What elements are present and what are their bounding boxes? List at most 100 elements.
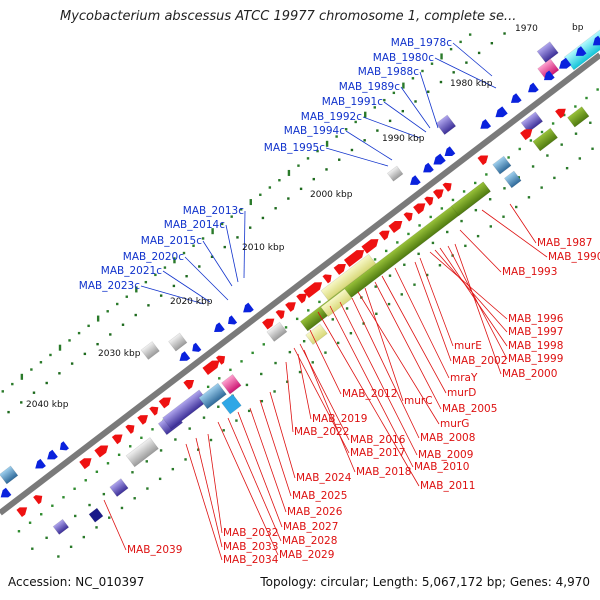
reverse-gene-arrow xyxy=(0,487,12,498)
forward-gene-arrow xyxy=(520,129,533,141)
forward-gene-arrow xyxy=(303,282,323,298)
track-dot xyxy=(591,147,594,150)
track-dot xyxy=(578,157,582,160)
track-dot xyxy=(88,503,91,507)
forward-gene-arrow xyxy=(183,379,195,390)
label-leader xyxy=(325,147,389,167)
track-dot xyxy=(331,318,334,321)
purple-band xyxy=(536,41,559,63)
top-bp-number: 1970 xyxy=(515,24,538,34)
track-dot xyxy=(485,173,488,176)
label-leader xyxy=(357,291,440,425)
track-dot xyxy=(324,351,327,354)
forward-gene-arrow xyxy=(79,458,92,470)
track-dot xyxy=(388,119,392,123)
track-dot xyxy=(560,143,563,146)
track-dot xyxy=(362,322,365,325)
gc-skew-band xyxy=(567,106,590,128)
track-dot xyxy=(274,207,277,210)
track-dot xyxy=(430,62,434,65)
label-leader xyxy=(184,256,229,301)
forward-gene-arrow xyxy=(215,355,226,365)
track-dot xyxy=(459,40,462,44)
track-dot xyxy=(248,226,252,229)
track-dot xyxy=(429,215,432,219)
gene-label-forward: MAB_2002 xyxy=(452,355,507,367)
track-dot xyxy=(68,339,71,342)
label-leader xyxy=(454,243,502,375)
reverse-gene-arrow xyxy=(410,175,421,185)
track-dot xyxy=(438,264,442,267)
label-leader xyxy=(509,203,537,244)
gene-label-reverse: MAB_2015c xyxy=(141,235,202,247)
track-dot xyxy=(431,241,435,245)
gene-label-reverse: MAB_1994c xyxy=(284,125,345,137)
genome-info: Topology: circular; Length: 5,067,172 bp… xyxy=(260,575,590,589)
label-leader xyxy=(419,71,439,129)
kbp-tick-label: 2000 kbp xyxy=(310,190,353,200)
track-dot xyxy=(311,361,314,364)
reverse-gene-arrow xyxy=(243,302,254,313)
reverse-gene-arrow xyxy=(179,351,191,361)
darkblue-band xyxy=(88,507,104,523)
gene-label-reverse: MAB_2020c xyxy=(123,251,184,263)
track-dot xyxy=(388,274,392,277)
track-dot xyxy=(11,382,14,386)
track-dot xyxy=(574,105,577,108)
gc-content-band xyxy=(305,323,328,345)
track-dot xyxy=(154,273,157,277)
pink-band xyxy=(221,374,242,395)
label-leader xyxy=(249,407,287,513)
track-dot xyxy=(260,372,263,376)
reverse-gene-arrow xyxy=(495,106,508,118)
track-dot xyxy=(344,128,348,131)
gene-label-forward: MAB_1998 xyxy=(508,340,563,352)
forward-gene-arrow xyxy=(149,406,159,416)
track-dot xyxy=(563,113,566,117)
reverse-gene-arrow xyxy=(575,46,587,56)
accession-label: Accession: NC_010397 xyxy=(8,575,145,589)
track-dot xyxy=(299,187,303,191)
track-dot xyxy=(446,230,449,234)
gene-label-reverse: MAB_2023c xyxy=(79,280,140,292)
gc-skew-band xyxy=(450,181,491,217)
forward-gene-arrow xyxy=(16,507,28,518)
track-dot xyxy=(262,343,265,346)
track-dot xyxy=(488,198,492,201)
track-dot xyxy=(439,80,443,84)
track-dot xyxy=(465,61,468,64)
track-dot xyxy=(307,309,310,312)
track-dot xyxy=(58,344,62,351)
track-dot xyxy=(140,436,143,439)
label-leader xyxy=(434,57,497,89)
steel-band xyxy=(503,170,522,189)
label-leader xyxy=(381,275,447,394)
gene-label-forward: MAB_2012 xyxy=(342,388,397,400)
purple-band xyxy=(435,114,457,136)
track-dot xyxy=(171,467,175,471)
track-dot xyxy=(503,32,506,35)
forward-gene-arrow xyxy=(94,445,109,458)
reverse-gene-arrow xyxy=(47,449,58,460)
track-dot xyxy=(209,438,213,442)
gene-label-forward: MAB_2000 xyxy=(502,368,557,380)
track-dot xyxy=(223,245,226,249)
track-dot xyxy=(20,373,24,380)
track-dot xyxy=(129,445,132,448)
track-dot xyxy=(17,530,21,533)
gene-label-forward: MAB_1999 xyxy=(508,353,563,365)
track-dot xyxy=(184,458,187,461)
track-dot xyxy=(574,132,578,135)
gene-label-forward: mraY xyxy=(450,372,478,384)
gene-label-forward: murE xyxy=(454,340,482,352)
label-leader xyxy=(297,353,312,420)
track-dot xyxy=(135,286,138,293)
forward-gene-arrow xyxy=(125,424,135,434)
reverse-gene-arrow xyxy=(228,315,238,325)
gene-label-forward: MAB_2039 xyxy=(127,544,182,556)
reverse-gene-arrow xyxy=(444,146,456,157)
kbp-tick-label: 2020 kbp xyxy=(170,297,213,307)
gene-label-reverse: MAB_1995c xyxy=(264,142,325,154)
